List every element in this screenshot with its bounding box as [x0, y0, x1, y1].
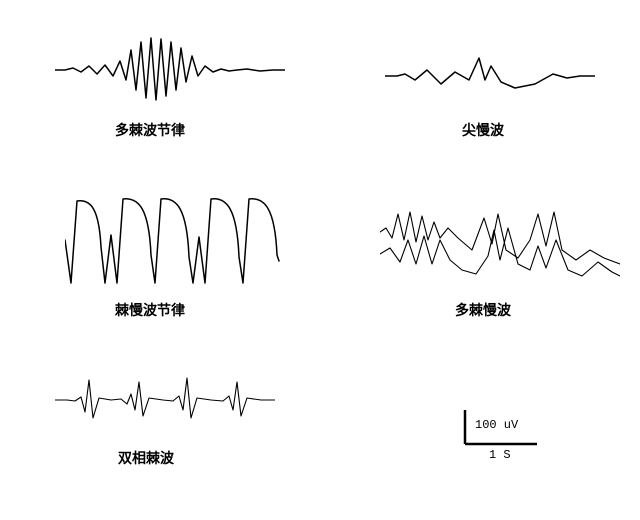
scale-bar: 100 uV 1 S [445, 410, 605, 470]
label-biphasic-spike: 双相棘波 [118, 448, 174, 468]
waveform-sharp-slow [385, 40, 595, 100]
scale-bar-svg [445, 410, 605, 470]
panel-sharp-slow [385, 40, 595, 100]
panel-polyspike-rhythm [55, 30, 285, 110]
label-poly-spike-slow: 多棘慢波 [455, 300, 511, 320]
waveform-biphasic-spike [55, 370, 275, 430]
label-polyspike-rhythm: 多棘波节律 [115, 120, 185, 140]
waveform-poly-spike-slow [380, 200, 620, 290]
panel-spike-slow-rhythm [65, 195, 290, 290]
label-spike-slow-rhythm: 棘慢波节律 [115, 300, 185, 320]
scale-time-label: 1 S [489, 448, 511, 462]
panel-poly-spike-slow [380, 200, 620, 290]
waveform-polyspike-rhythm [55, 30, 285, 110]
scale-amp-label: 100 uV [475, 418, 518, 432]
panel-biphasic-spike [55, 370, 275, 430]
waveform-spike-slow-rhythm [65, 195, 290, 290]
figure-canvas: 多棘波节律 尖慢波 棘慢波节律 多棘慢波 双相棘波 100 uV 1 S [0, 0, 640, 520]
label-sharp-slow: 尖慢波 [462, 120, 504, 140]
